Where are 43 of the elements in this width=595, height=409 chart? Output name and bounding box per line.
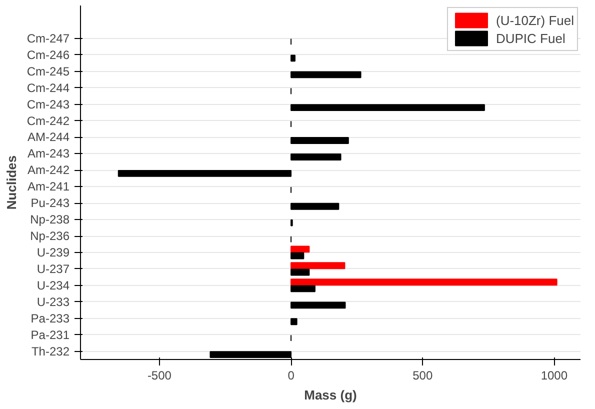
bar: [290, 137, 349, 144]
y-tick-label: Pu-243: [30, 196, 70, 210]
y-tick-label: Cm-242: [26, 114, 70, 128]
bar: [290, 285, 316, 292]
y-tick-label: AM-244: [27, 130, 70, 144]
y-tick-label: Cm-247: [26, 31, 70, 46]
y-tick-label: Pa-233: [30, 311, 70, 326]
bar: [290, 262, 346, 270]
x-tick-label: 500: [412, 368, 433, 382]
y-tick-label: Am-243: [27, 146, 70, 161]
y-tick-label: U-237: [36, 262, 70, 276]
y-tick-label: Np-236: [30, 229, 70, 244]
y-tick-label: Cm-246: [26, 48, 70, 62]
bar: [290, 71, 362, 78]
bar: [290, 104, 485, 112]
bar: [290, 268, 310, 276]
x-tick-label: -500: [147, 368, 172, 382]
y-tick-label: Am-242: [27, 163, 70, 178]
y-tick-label: U-233: [36, 294, 70, 309]
y-tick-label: Cm-245: [26, 64, 70, 78]
y-tick-label: U-239: [36, 245, 70, 260]
bar: [118, 170, 292, 177]
x-axis-title: Mass (g): [304, 388, 357, 402]
bar: [290, 302, 346, 309]
bar: [290, 278, 558, 286]
y-axis-title: Nuclides: [4, 155, 19, 210]
bar: [290, 154, 342, 160]
bar: [290, 318, 298, 326]
bar: [290, 252, 304, 260]
y-tick-label: Th-232: [31, 344, 70, 358]
bar: [290, 54, 296, 62]
y-tick-label: Cm-243: [26, 97, 70, 112]
y-tick-label: U-234: [36, 278, 70, 292]
legend-label: (U-10Zr) Fuel: [496, 12, 574, 28]
legend-label: DUPIC Fuel: [496, 30, 566, 46]
bar: [290, 246, 310, 253]
y-tick-label: Pa-231: [30, 328, 70, 342]
y-tick-label: Cm-244: [26, 80, 70, 95]
y-tick-label: Am-241: [27, 180, 70, 194]
x-tick-label: 0: [288, 368, 295, 382]
x-tick-label: 1000: [540, 368, 568, 382]
y-tick-label: Np-238: [30, 212, 70, 227]
bar: [290, 202, 340, 210]
